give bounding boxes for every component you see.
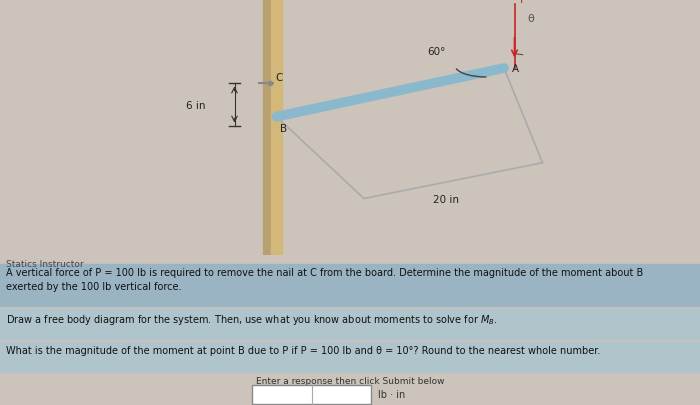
- Text: What is the magnitude of the moment at point B due to P if P = 100 lb and θ = 10: What is the magnitude of the moment at p…: [6, 345, 600, 355]
- Text: 60°: 60°: [427, 47, 445, 57]
- Text: A vertical force of P = 100 lb is required to remove the nail at C from the boar: A vertical force of P = 100 lb is requir…: [6, 267, 643, 291]
- Text: C: C: [275, 72, 283, 82]
- Bar: [0, 342, 700, 372]
- Text: B: B: [280, 124, 287, 133]
- Text: 20 in: 20 in: [433, 194, 459, 204]
- Text: Draw a free body diagram for the system. Then, use what you know about moments t: Draw a free body diagram for the system.…: [6, 312, 497, 326]
- Bar: [262, 0, 271, 255]
- Text: Statics Instructor: Statics Instructor: [6, 260, 83, 269]
- Bar: [0, 264, 700, 306]
- Text: Enter a response then click Submit below: Enter a response then click Submit below: [256, 377, 444, 386]
- Text: θ: θ: [527, 14, 534, 23]
- Bar: [0, 309, 700, 339]
- Text: lb · in: lb · in: [378, 390, 405, 399]
- Text: 6 in: 6 in: [186, 100, 206, 110]
- Bar: [271, 0, 282, 255]
- FancyBboxPatch shape: [252, 385, 371, 404]
- Text: A: A: [512, 64, 519, 73]
- Text: P: P: [520, 0, 527, 4]
